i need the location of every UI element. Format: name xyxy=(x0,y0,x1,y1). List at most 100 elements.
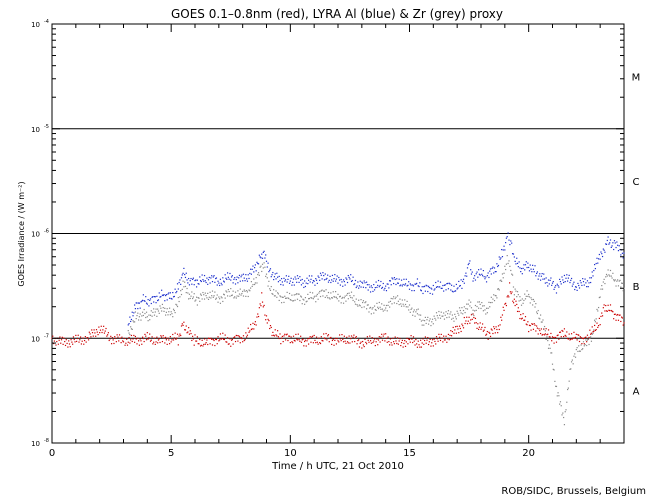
data-point xyxy=(197,343,199,345)
data-point xyxy=(240,294,242,296)
data-point xyxy=(388,287,390,289)
data-point xyxy=(601,288,604,290)
data-point xyxy=(474,322,476,324)
data-point xyxy=(520,271,522,273)
data-point xyxy=(122,340,124,342)
data-point xyxy=(476,271,478,273)
data-point xyxy=(609,309,611,312)
data-point xyxy=(472,309,474,311)
data-point xyxy=(146,332,148,334)
data-point xyxy=(288,297,290,300)
data-point xyxy=(580,344,582,346)
data-point xyxy=(80,336,82,338)
data-point xyxy=(527,321,529,323)
data-point xyxy=(130,328,133,330)
data-point xyxy=(520,299,522,301)
data-point xyxy=(227,343,229,345)
data-point xyxy=(532,323,534,325)
data-point xyxy=(367,304,369,306)
data-point xyxy=(543,334,546,336)
data-point xyxy=(87,337,89,339)
data-point xyxy=(603,278,605,280)
y-axis: 10-810-710-610-510-4 xyxy=(31,19,624,448)
data-point xyxy=(531,271,533,273)
data-point xyxy=(331,339,334,342)
data-point xyxy=(203,294,205,296)
data-point xyxy=(323,279,326,281)
data-point xyxy=(139,313,141,315)
data-point xyxy=(130,320,132,323)
data-point xyxy=(594,321,596,323)
data-point xyxy=(117,336,119,338)
data-point xyxy=(237,340,239,342)
data-point xyxy=(121,336,123,338)
data-point xyxy=(265,315,268,317)
data-point xyxy=(205,342,207,344)
data-point xyxy=(522,313,524,315)
data-point xyxy=(155,302,157,304)
data-point xyxy=(579,280,581,282)
data-point xyxy=(318,337,320,339)
data-point xyxy=(151,336,153,338)
data-point xyxy=(412,285,415,287)
data-point xyxy=(609,269,612,272)
data-point xyxy=(307,338,309,340)
data-point xyxy=(452,317,454,319)
data-point xyxy=(552,281,554,283)
data-point xyxy=(435,281,437,284)
data-point xyxy=(454,329,456,331)
data-point xyxy=(176,283,179,285)
data-point xyxy=(496,263,498,265)
data-point xyxy=(230,276,233,278)
data-point xyxy=(501,280,503,282)
data-point xyxy=(586,339,589,341)
data-point xyxy=(331,297,334,299)
data-point xyxy=(471,313,473,315)
data-point xyxy=(198,297,200,299)
data-point xyxy=(617,244,619,246)
data-point xyxy=(105,327,107,330)
data-point xyxy=(263,250,265,252)
data-point xyxy=(190,295,192,297)
data-point xyxy=(316,282,318,284)
data-point xyxy=(393,282,395,285)
data-point xyxy=(315,295,318,297)
data-point xyxy=(564,411,566,413)
data-point xyxy=(252,322,254,324)
data-point xyxy=(502,249,504,251)
data-point xyxy=(412,284,414,286)
data-point xyxy=(466,267,469,269)
data-point xyxy=(536,312,539,315)
data-point xyxy=(525,261,527,263)
data-point xyxy=(571,338,573,340)
data-point xyxy=(430,324,432,327)
data-point xyxy=(120,342,122,344)
data-point xyxy=(321,339,323,342)
data-point xyxy=(362,344,365,346)
data-point xyxy=(176,290,178,293)
data-point xyxy=(466,308,469,310)
data-point xyxy=(451,290,453,292)
data-point xyxy=(211,290,214,292)
data-point xyxy=(400,305,403,307)
data-point xyxy=(128,336,130,339)
data-point xyxy=(170,297,172,300)
data-point xyxy=(270,285,272,288)
data-point xyxy=(173,295,175,298)
data-point xyxy=(554,336,556,339)
data-point xyxy=(177,297,179,299)
data-point xyxy=(548,336,550,338)
data-point xyxy=(288,292,291,295)
data-point xyxy=(379,341,381,343)
data-point xyxy=(254,264,256,266)
data-point xyxy=(170,311,172,313)
data-point xyxy=(185,291,187,294)
data-point xyxy=(387,283,389,285)
data-point xyxy=(576,347,578,349)
data-point xyxy=(312,298,314,300)
data-point xyxy=(573,355,575,357)
data-point xyxy=(258,274,260,276)
data-point xyxy=(217,301,219,303)
data-point xyxy=(297,277,299,280)
